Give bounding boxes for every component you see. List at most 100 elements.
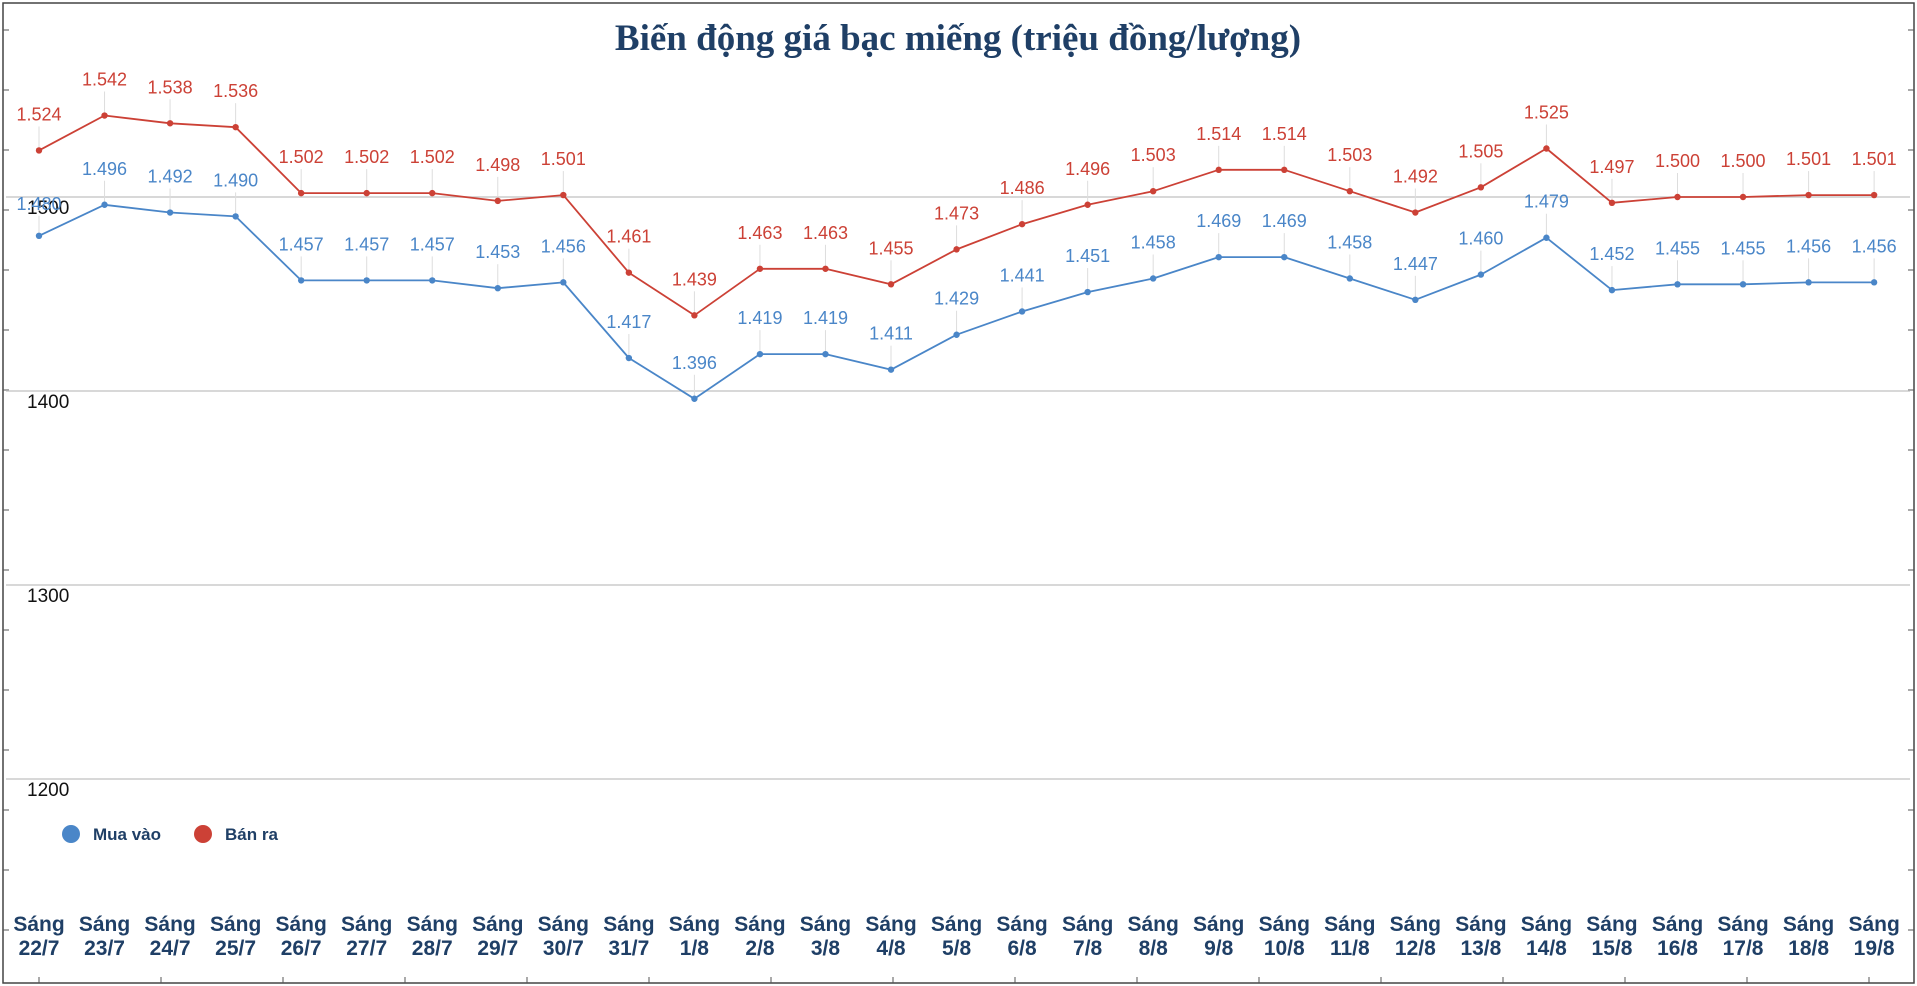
data-point: [363, 189, 370, 197]
x-tick-label-line2: 7/8: [1073, 937, 1103, 960]
data-point: [887, 281, 895, 288]
data-point: [232, 123, 239, 131]
data-point: [232, 213, 239, 220]
x-tick-label-line1: Sáng: [1455, 913, 1506, 936]
x-tick-label-line1: Sáng: [538, 913, 589, 936]
data-point: [494, 284, 501, 292]
x-tick-label-line2: 28/7: [412, 937, 453, 960]
data-label: 1.497: [1589, 157, 1634, 177]
data-point: [1346, 275, 1354, 282]
data-label: 1.447: [1393, 254, 1438, 274]
data-label: 1.463: [737, 223, 782, 243]
data-label: 1.492: [1393, 167, 1438, 187]
data-point: [429, 189, 436, 197]
data-label: 1.480: [16, 194, 61, 214]
data-point: [494, 197, 501, 205]
data-label: 1.536: [213, 81, 258, 101]
data-point: [297, 189, 305, 197]
x-tick-label-line2: 31/7: [608, 937, 649, 960]
x-tick-label-line2: 10/8: [1264, 937, 1305, 960]
x-tick-label-line1: Sáng: [931, 913, 982, 936]
data-label: 1.396: [672, 353, 717, 373]
x-tick-label-line1: Sáng: [603, 913, 654, 936]
chart-title: Biến động giá bạc miếng (triệu đồng/lượn…: [615, 18, 1301, 59]
data-point: [560, 279, 567, 286]
data-point: [1149, 187, 1157, 195]
data-label: 1.456: [541, 236, 586, 256]
data-point: [1281, 253, 1288, 261]
data-label: 1.417: [606, 312, 651, 332]
data-point: [953, 331, 960, 338]
x-tick-label-line2: 5/8: [942, 937, 972, 960]
data-point: [1739, 281, 1747, 288]
x-tick-label-line2: 15/8: [1592, 937, 1633, 960]
data-point: [1084, 201, 1091, 208]
data-label: 1.456: [1786, 236, 1831, 256]
data-label-layer: 1.480 1.496 1.492 1.490 1.457 1.457 1.457 1.453…: [16, 70, 1896, 373]
data-point: [1412, 209, 1419, 216]
data-label: 1.524: [16, 104, 61, 124]
data-label: 1.500: [1721, 151, 1766, 171]
x-tick-label-line2: 12/8: [1395, 937, 1436, 960]
x-tick-label-line2: 29/7: [477, 937, 518, 960]
data-point: [1018, 308, 1026, 315]
data-point: [297, 277, 305, 284]
data-point: [1477, 271, 1485, 278]
data-point: [101, 112, 108, 119]
y-tick-label-1400: 1400: [27, 392, 69, 413]
data-point: [35, 232, 43, 239]
x-tick-label-line2: 1/8: [680, 937, 710, 960]
data-label: 1.455: [1721, 238, 1766, 258]
data-label: 1.542: [82, 70, 127, 90]
x-tick-label-line2: 25/7: [215, 937, 256, 960]
data-label: 1.502: [410, 147, 455, 167]
legend-label-mua-vao: Mua vào: [93, 825, 161, 844]
data-point: [1215, 166, 1222, 174]
data-point: [625, 269, 633, 276]
data-point: [1805, 191, 1812, 199]
x-tick-label-line2: 26/7: [281, 937, 322, 960]
data-label: 1.463: [803, 223, 848, 243]
data-point: [756, 350, 764, 358]
x-tick-label-line2: 24/7: [150, 937, 191, 960]
data-point: [822, 350, 829, 358]
data-point: [1608, 286, 1616, 294]
data-label: 1.457: [279, 234, 324, 254]
data-point: [166, 209, 174, 216]
x-tick-label-line2: 30/7: [543, 937, 584, 960]
x-tick-label-line1: Sáng: [144, 913, 195, 936]
y-tick-label-1500: 1500: [27, 198, 69, 219]
x-tick-label-line1: Sáng: [1259, 913, 1310, 936]
x-tick-label-line1: Sáng: [865, 913, 916, 936]
x-tick-label-line1: Sáng: [996, 913, 1047, 936]
data-point: [1477, 184, 1485, 191]
x-tick-label-line2: 18/8: [1788, 937, 1829, 960]
data-label: 1.457: [410, 234, 455, 254]
data-point: [560, 191, 567, 199]
legend-marker-ban-ra: [194, 825, 212, 843]
data-label: 1.456: [1852, 236, 1897, 256]
data-point: [953, 246, 960, 253]
data-label: 1.455: [868, 238, 913, 258]
x-tick-label-line1: Sáng: [79, 913, 130, 936]
data-point: [1805, 279, 1812, 286]
x-tick-label-line1: Sáng: [1324, 913, 1375, 936]
data-label: 1.461: [606, 227, 651, 247]
x-tick-label-line1: Sáng: [13, 913, 64, 936]
data-label: 1.469: [1262, 211, 1307, 231]
data-point: [625, 354, 633, 362]
data-label: 1.473: [934, 203, 979, 223]
x-tick-label-line1: Sáng: [472, 913, 523, 936]
data-point: [1674, 193, 1681, 201]
data-point: [822, 265, 829, 272]
x-axis-ticks: Sáng22/7Sáng23/7Sáng24/7Sáng25/7Sáng26/7…: [13, 913, 1900, 983]
data-label: 1.502: [344, 147, 389, 167]
data-point: [1608, 199, 1616, 207]
data-label: 1.492: [148, 167, 193, 187]
data-label: 1.460: [1458, 229, 1503, 249]
x-tick-label-line1: Sáng: [1586, 913, 1637, 936]
data-label: 1.490: [213, 170, 258, 190]
